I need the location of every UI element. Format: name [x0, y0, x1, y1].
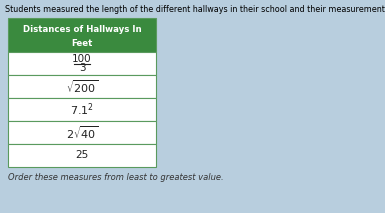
- Bar: [8, 18, 156, 52]
- Bar: [8, 98, 156, 121]
- Text: 3: 3: [79, 63, 85, 73]
- Text: Distances of Hallways In: Distances of Hallways In: [23, 24, 141, 33]
- Bar: [8, 121, 156, 144]
- Text: Order these measures from least to greatest value.: Order these measures from least to great…: [8, 173, 224, 182]
- Text: $7.1^{2}$: $7.1^{2}$: [70, 101, 94, 118]
- Text: 25: 25: [75, 151, 89, 161]
- Text: 100: 100: [72, 54, 92, 64]
- Bar: [8, 144, 156, 167]
- Bar: [8, 75, 156, 98]
- Text: Feet: Feet: [71, 39, 93, 47]
- Text: $\sqrt{200}$: $\sqrt{200}$: [66, 78, 98, 95]
- Text: Students measured the length of the different hallways in their school and their: Students measured the length of the diff…: [5, 5, 385, 14]
- Text: $2\sqrt{40}$: $2\sqrt{40}$: [66, 124, 98, 141]
- Bar: [8, 52, 156, 75]
